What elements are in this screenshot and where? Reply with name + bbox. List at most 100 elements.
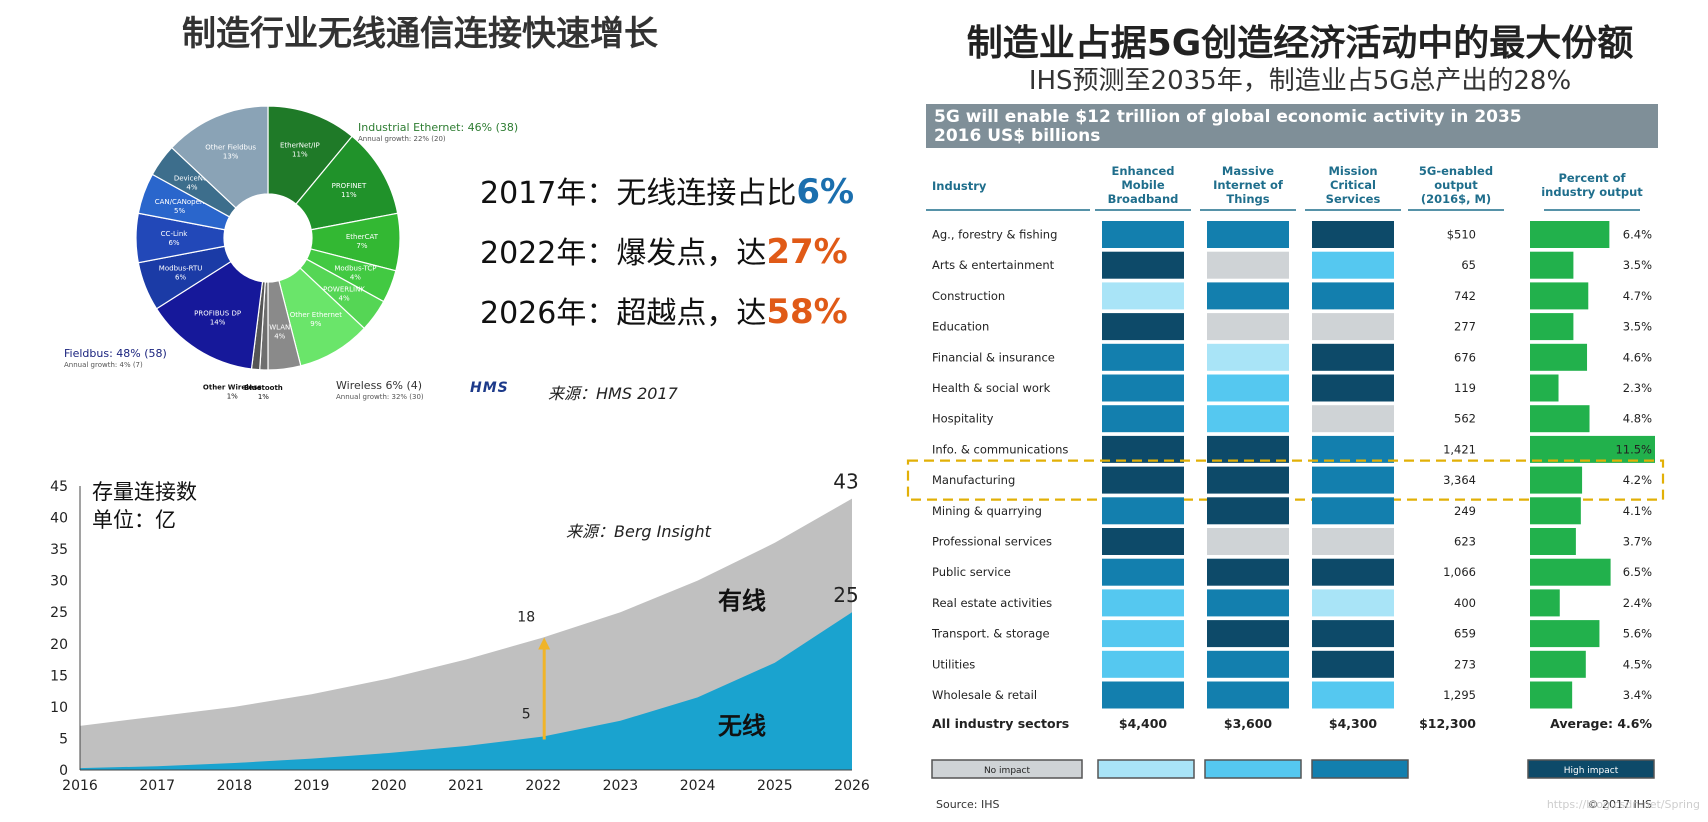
table-header: Percent of industry output	[1541, 171, 1643, 199]
table-output-value: 659	[1454, 627, 1476, 641]
area-y-tick-label: 15	[50, 668, 68, 684]
area-series-wireless	[80, 612, 852, 770]
donut-slice	[155, 260, 264, 370]
donut-slice-percent: 11%	[292, 151, 308, 159]
donut-slice-label: Bluetooth	[244, 384, 283, 392]
area-title: 存量连接数	[92, 480, 197, 504]
table-industry-label: Mining & quarrying	[932, 504, 1042, 518]
donut-annotation: Industrial Ethernet: 46% (38)	[358, 121, 518, 134]
impact-cell	[1207, 313, 1289, 341]
donut-slice-label: CC-Link	[161, 230, 189, 238]
hms-logo: HMS	[470, 380, 509, 396]
donut-slice-label: EtherNet/IP	[280, 142, 320, 150]
impact-cell	[1102, 650, 1184, 678]
table-industry-label: Ag., forestry & fishing	[932, 228, 1057, 242]
totals-value: $3,600	[1224, 716, 1273, 731]
donut-slice-percent: 13%	[223, 153, 239, 161]
percent-bar-label: 4.7%	[1623, 289, 1652, 303]
area-y-tick-label: 5	[59, 731, 68, 747]
table-output-value: 1,066	[1443, 565, 1476, 579]
area-value-label: 5	[522, 707, 531, 723]
impact-cell	[1312, 681, 1394, 709]
impact-cell	[1312, 528, 1394, 555]
area-y-tick-label: 35	[50, 542, 68, 558]
impact-cell	[1207, 589, 1289, 617]
legend-swatch	[1527, 759, 1655, 779]
table-output-value: 249	[1454, 504, 1476, 518]
source-hms: 来源：HMS 2017	[548, 384, 678, 403]
percent-bar-label: 4.2%	[1623, 473, 1652, 487]
donut-slice-percent: 1%	[258, 393, 269, 401]
percent-bar-label: 6.4%	[1623, 228, 1652, 242]
donut-slice-percent: 14%	[210, 318, 226, 326]
impact-cell	[1312, 650, 1394, 678]
impact-cell	[1102, 435, 1184, 463]
table-output-value: 676	[1454, 350, 1476, 364]
table-header: Industry	[932, 179, 987, 193]
percent-bar	[1530, 313, 1574, 341]
area-value-label: 43	[833, 470, 858, 494]
impact-cell	[1207, 251, 1289, 279]
percent-bar-label: 4.1%	[1623, 504, 1652, 518]
totals-value: $4,400	[1119, 716, 1168, 731]
donut-slice-label: Modbus-TCP	[334, 265, 376, 273]
area-x-tick-label: 2025	[757, 778, 793, 794]
percent-bar-label: 5.6%	[1623, 627, 1652, 641]
legend-swatch	[931, 759, 1083, 779]
stat-2022-value: 27%	[766, 232, 848, 272]
right-subtitle: IHS预测至2035年，制造业占5G总产出的28%	[1028, 66, 1572, 96]
table-industry-label: Real estate activities	[932, 596, 1052, 610]
donut-annotation: Wireless 6% (4)	[336, 379, 422, 392]
impact-cell	[1207, 497, 1289, 525]
area-series-wired	[80, 498, 852, 770]
donut-annotation-sub: Annual growth: 4% (7)	[64, 361, 143, 369]
area-x-tick-label: 2017	[139, 778, 175, 794]
percent-bar	[1530, 528, 1576, 555]
totals-value: $12,300	[1419, 716, 1476, 731]
table-industry-label: Info. & communications	[932, 442, 1068, 456]
banner-line-1: 5G will enable $12 trillion of global ec…	[934, 107, 1522, 127]
table-output-value: 119	[1454, 381, 1476, 395]
impact-cell	[1207, 558, 1289, 586]
table-output-value: 3,364	[1443, 473, 1476, 487]
impact-cell	[1207, 528, 1289, 555]
impact-cell	[1312, 589, 1394, 617]
stat-2022: 2022年：爆发点，达27%	[480, 228, 848, 272]
impact-cell	[1312, 251, 1394, 279]
donut-slice-label: Other Wireless	[203, 383, 262, 391]
donut-slice-label: Other Fieldbus	[205, 144, 256, 152]
area-value-label: 25	[833, 583, 858, 607]
impact-cell	[1312, 558, 1394, 586]
table-copyright: © 2017 IHS	[1588, 798, 1653, 811]
donut-slice-percent: 7%	[356, 242, 367, 250]
table-output-value: 562	[1454, 412, 1476, 426]
legend-low-label: No impact	[984, 766, 1031, 776]
area-y-tick-label: 45	[50, 479, 68, 495]
area-y-tick-label: 10	[50, 700, 68, 716]
totals-average: Average: 4.6%	[1550, 716, 1652, 731]
area-value-label: 18	[517, 609, 535, 625]
donut-slice-label: POWERLINK	[323, 285, 365, 293]
area-x-tick-label: 2021	[448, 778, 484, 794]
donut-slice-percent: 11%	[341, 191, 357, 199]
impact-cell	[1312, 497, 1394, 525]
percent-bar	[1530, 558, 1611, 586]
impact-cell	[1312, 620, 1394, 648]
stat-2026-text: 2026年：超越点，达	[480, 296, 767, 331]
percent-bar	[1530, 681, 1573, 709]
impact-cell	[1207, 681, 1289, 709]
area-y-tick-label: 30	[50, 574, 68, 590]
percent-bar-label: 3.5%	[1623, 258, 1652, 272]
table-industry-label: Financial & insurance	[932, 350, 1055, 364]
table-output-value: 742	[1454, 289, 1476, 303]
impact-cell	[1207, 435, 1289, 463]
donut-slice-percent: 6%	[168, 239, 179, 247]
donut-slice-label: CAN/CANopen	[155, 198, 205, 206]
impact-cell	[1207, 343, 1289, 371]
impact-cell	[1312, 466, 1394, 494]
table-industry-label: Utilities	[932, 657, 975, 671]
stat-2017-text: 2017年：无线连接占比	[480, 176, 797, 211]
legend-swatch	[1097, 759, 1195, 779]
